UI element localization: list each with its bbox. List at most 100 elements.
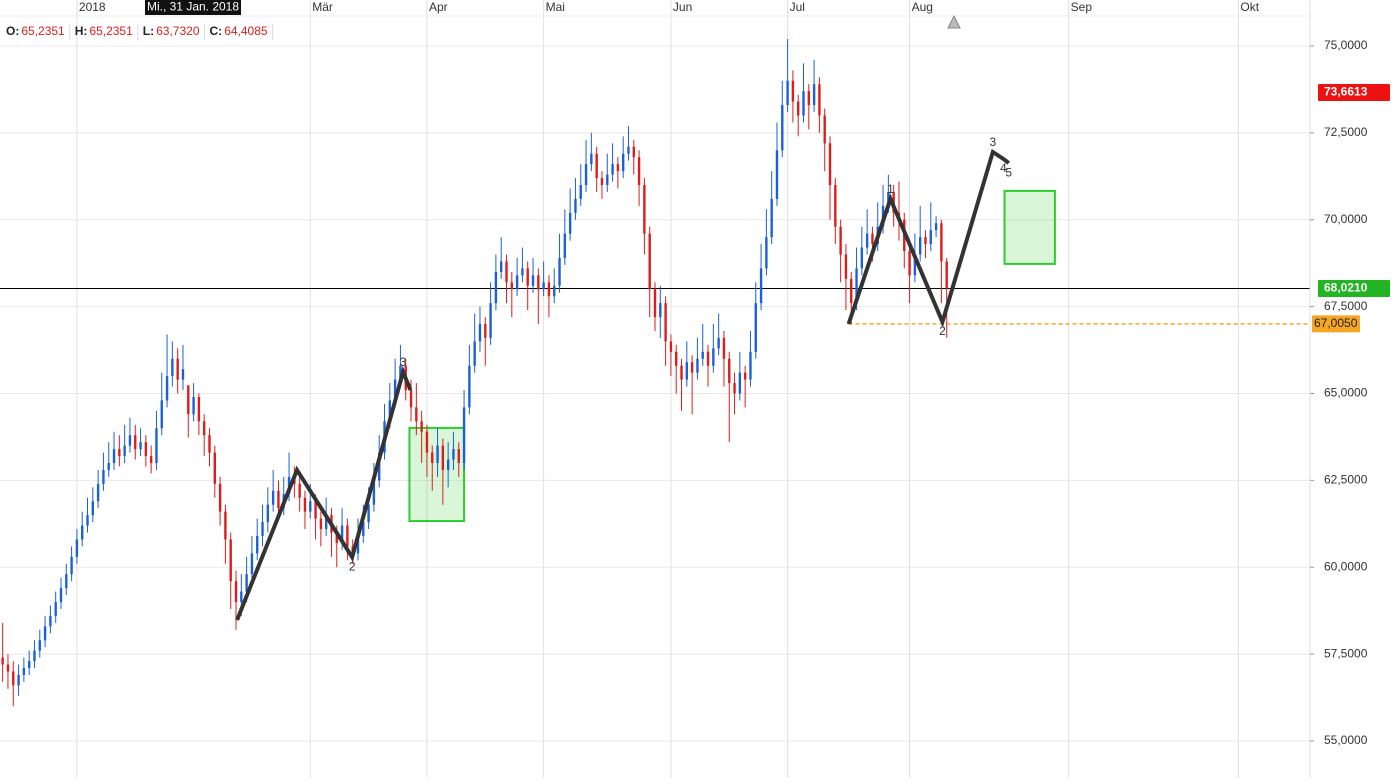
candle-body [33, 650, 36, 662]
y-tick-label: 65,0000 [1324, 386, 1368, 400]
candle-body [468, 365, 471, 408]
candle-body [229, 539, 232, 582]
candle-body [871, 233, 874, 245]
ohlc-label: L: [143, 24, 154, 38]
candle-body [224, 511, 227, 540]
candle-body [362, 522, 365, 536]
candle-body [309, 501, 312, 512]
candle-body [144, 442, 148, 457]
candle-body [908, 251, 911, 276]
candle-body [712, 348, 715, 366]
wave-label: 4 [1000, 161, 1007, 175]
x-tick-label: Okt [1240, 0, 1259, 14]
candle-body [553, 285, 556, 297]
candle-body [43, 626, 47, 641]
x-tick-label: Sep [1071, 0, 1093, 14]
x-tick-label: Jul [790, 0, 805, 14]
y-tick-label: 70,0000 [1324, 212, 1368, 226]
candle-body [436, 445, 439, 463]
candle-body [600, 178, 604, 186]
candle-body [754, 303, 757, 352]
candle-body [149, 456, 153, 463]
target-box [1003, 189, 1056, 265]
candle-body [49, 615, 52, 627]
candle-body [75, 539, 79, 557]
candle-body [850, 278, 853, 304]
candle-body [627, 146, 630, 154]
candle-body [356, 535, 360, 554]
candle-body [250, 553, 254, 575]
wave-label: 3 [400, 355, 407, 369]
candle-body [452, 449, 455, 460]
candle-body [521, 268, 524, 276]
candle-body [669, 341, 673, 352]
candle-body [500, 261, 503, 272]
candle-body [675, 351, 678, 366]
candle-body [240, 591, 243, 602]
candle-body [346, 525, 349, 547]
candle-body [743, 372, 747, 380]
candle-body [118, 449, 121, 457]
candle-body [733, 383, 736, 394]
ohlc-label: H: [75, 24, 88, 38]
wave-line [235, 365, 413, 621]
candle-body [786, 80, 789, 106]
candle-body [335, 532, 338, 543]
candle-body [431, 452, 434, 463]
candle-body [775, 150, 779, 199]
candle-body [807, 91, 810, 106]
candle-body [934, 223, 938, 231]
candle-body [791, 80, 795, 102]
candle-body [574, 198, 577, 213]
candle-body [913, 254, 917, 276]
candle-body [834, 185, 837, 227]
candle-body [86, 515, 89, 526]
candle-body [372, 480, 376, 505]
ohlc-label: O: [6, 24, 19, 38]
x-tick-label: Apr [429, 0, 448, 14]
candle-body [579, 185, 582, 199]
target-box [408, 426, 466, 523]
candle-body [680, 365, 683, 380]
candle-body [568, 212, 572, 234]
candle-body [659, 303, 662, 318]
candle-body [770, 198, 773, 238]
candle-body [611, 164, 614, 175]
y-tick-label: 75,0000 [1324, 38, 1368, 52]
candle-body [526, 268, 529, 286]
candle-body [91, 501, 95, 516]
candle-body [213, 452, 216, 484]
price-tag-label: 73,6613 [1324, 85, 1368, 99]
candle-body [234, 581, 238, 602]
candle-body [409, 390, 413, 408]
y-tick-label: 67,5000 [1324, 299, 1368, 313]
candle-body [696, 358, 699, 373]
candle-body [563, 233, 567, 258]
scroll-marker[interactable] [947, 14, 961, 29]
wave-label: 2 [939, 324, 946, 338]
candle-body [797, 101, 800, 116]
candle-body [637, 157, 641, 186]
crosshair-box [145, 0, 241, 15]
candle-body [155, 428, 158, 463]
candle-body [818, 84, 821, 116]
candle-body [415, 407, 418, 422]
candle-body [314, 501, 317, 519]
candle-body [706, 351, 710, 366]
candle-body [887, 191, 890, 206]
wave-label: 2 [349, 559, 356, 573]
candle-body [781, 105, 784, 151]
candle-body [722, 337, 726, 359]
y-tick-label: 57,5000 [1324, 646, 1368, 660]
candle-body [266, 504, 270, 523]
candle-body [65, 574, 68, 589]
candle-body [515, 275, 519, 290]
candle-body [441, 445, 445, 470]
candle-body [595, 153, 598, 179]
candle-body [6, 664, 10, 672]
candle-body [738, 372, 742, 394]
wave-label: 3 [989, 135, 996, 149]
candle-body [112, 449, 116, 463]
